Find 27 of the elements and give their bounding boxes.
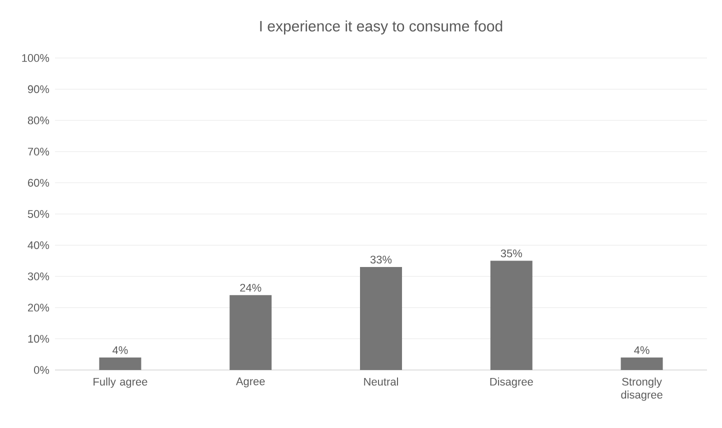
data-label: 33%	[370, 256, 392, 264]
y-tick-label: 90%	[28, 85, 50, 94]
bar	[490, 260, 532, 370]
y-tick-label: 40%	[28, 241, 50, 250]
x-tick-label: Neutral	[364, 378, 398, 386]
bar	[230, 295, 272, 370]
y-tick-label: 30%	[28, 272, 50, 280]
bar	[99, 358, 142, 370]
y-tick-label: 60%	[28, 178, 50, 187]
y-tick-label: 70%	[28, 148, 50, 156]
y-tick-label: 50%	[28, 210, 50, 218]
x-tick-label: Strongly disagree	[621, 378, 662, 401]
chart-title: I experience it easy to consume food	[260, 20, 502, 34]
y-tick-label: 20%	[28, 304, 50, 312]
x-tick-label: Agree	[236, 378, 265, 388]
data-label: 4%	[634, 346, 650, 354]
bar	[360, 267, 402, 370]
x-tick-label: Fully agree	[94, 378, 148, 388]
data-label: 24%	[240, 284, 262, 292]
y-tick-label: 80%	[28, 116, 50, 124]
bar	[620, 358, 663, 370]
y-tick-label: 10%	[28, 334, 50, 343]
y-tick-label: 0%	[34, 366, 50, 374]
x-tick-label: Disagree	[490, 378, 533, 388]
data-label: 35%	[500, 249, 522, 258]
y-tick-label: 100%	[22, 54, 50, 62]
data-label: 4%	[112, 346, 128, 354]
